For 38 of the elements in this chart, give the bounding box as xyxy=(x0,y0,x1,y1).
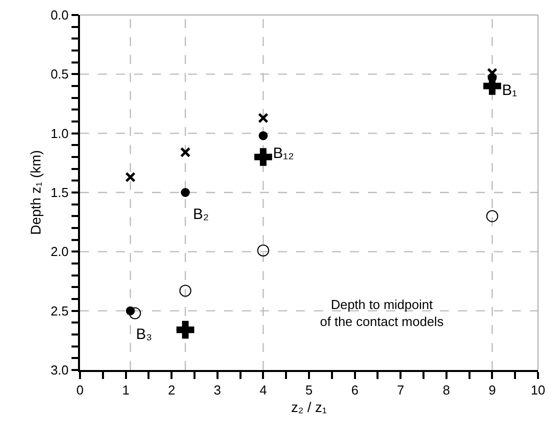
point xyxy=(486,68,498,78)
annotation: B₁₂ xyxy=(273,145,294,162)
x-tick-label: 8 xyxy=(442,382,450,398)
point xyxy=(257,244,270,256)
annotation: B₁ xyxy=(502,82,518,99)
y-axis-title: Depth z₁ (km) xyxy=(28,150,44,235)
x-tick-label: 10 xyxy=(530,382,546,398)
x-tick-label: 7 xyxy=(396,382,404,398)
point xyxy=(486,210,498,222)
x-axis-title: z₂ / z₁ xyxy=(291,399,328,416)
y-tick-label: 1.5 xyxy=(50,185,69,200)
point xyxy=(180,188,190,197)
x-tick-label: 1 xyxy=(122,382,130,398)
point xyxy=(126,306,135,316)
point xyxy=(254,148,272,166)
y-tick-label: 1.0 xyxy=(50,126,69,141)
y-tick-label: 3.0 xyxy=(50,362,69,378)
point xyxy=(176,320,194,339)
annotation: B₃ xyxy=(136,326,152,343)
annotation: B₂ xyxy=(193,206,210,223)
x-tick-label: 0 xyxy=(76,382,84,398)
x-tick-label: 5 xyxy=(305,382,313,398)
y-tick-label: 2.5 xyxy=(50,303,69,318)
x-tick-label: 3 xyxy=(214,382,222,398)
x-tick-label: 9 xyxy=(488,382,496,398)
point xyxy=(128,307,141,320)
y-tick-label: 0.0 xyxy=(50,8,69,23)
point xyxy=(258,112,268,124)
y-tick-label: 2.0 xyxy=(50,244,69,260)
point xyxy=(180,147,191,158)
point xyxy=(125,172,136,182)
x-tick-label: 6 xyxy=(351,382,358,398)
x-tick-label: 4 xyxy=(260,382,267,398)
point xyxy=(258,131,268,140)
point xyxy=(179,284,192,297)
annotation: Depth to midpoint of the contact models xyxy=(320,297,444,329)
y-tick-label: 0.5 xyxy=(50,66,69,82)
x-tick-label: 2 xyxy=(168,382,176,398)
